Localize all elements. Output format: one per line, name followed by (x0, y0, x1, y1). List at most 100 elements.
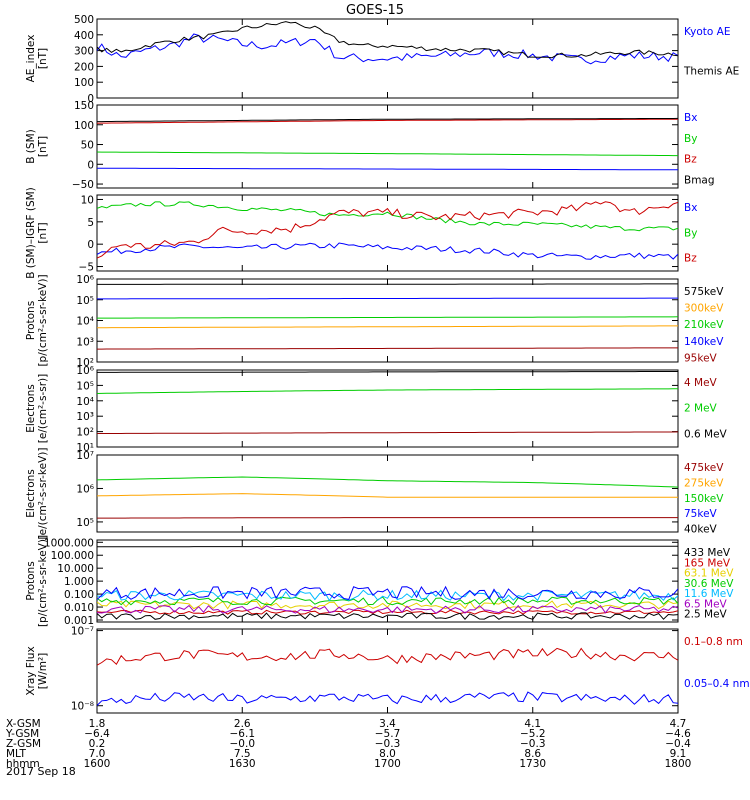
y-axis-label: Xray Flux[W/m²] (25, 646, 49, 695)
ephemeris-row-label: X-GSM (6, 718, 41, 730)
series-line (97, 609, 678, 615)
legend-entry: Bz (684, 253, 697, 265)
y-tick-label: 10⁴ (76, 396, 94, 408)
panel-frame (96, 18, 679, 99)
y-tick-label: 100 (74, 77, 94, 89)
panel-frame (96, 628, 679, 714)
ephemeris-value: −6.1 (230, 728, 256, 740)
ephemeris-value: 9.1 (670, 748, 687, 760)
panel-6: 10⁵ 10⁶ 10⁷ Electrons[e/(cm²-s-sr-keV)] 475k… (25, 448, 724, 540)
legend-entry: 30.6 MeV (684, 578, 734, 590)
y-tick-label: 50 (81, 140, 94, 152)
y-tick-label: 0 (87, 239, 94, 251)
series-line (97, 33, 678, 65)
y-tick-label: 10⁴ (76, 316, 94, 328)
y-tick-label: 10⁵ (76, 380, 94, 392)
ephemeris-value: −0.0 (230, 738, 256, 750)
y-axis-label: B (SM)[nT] (25, 129, 49, 163)
series-line (97, 21, 678, 59)
y-tick-label: 1000.000 (44, 537, 94, 549)
y-tick-label: 300 (74, 46, 94, 58)
y-axis-label: Electrons[e/(cm²-s-sr)] (25, 374, 49, 443)
legend-entry: 150keV (684, 493, 724, 505)
y-tick-label: 10⁶ (76, 483, 94, 495)
y-tick-label: 10 (81, 194, 94, 206)
series-line (97, 167, 678, 171)
panel-5: 10¹ 10² 10³ 10⁴ 10⁵ 10⁶ Electrons[e/(cm²-s-sr)… (25, 365, 728, 454)
series-line (97, 297, 678, 300)
ephemeris-value: −0.4 (665, 738, 691, 750)
y-tick-label: 10³ (76, 411, 94, 423)
y-tick-label: 10² (76, 357, 94, 369)
y-tick-label: 10¹ (76, 442, 94, 454)
ephemeris-row-label: Y-GSM (5, 728, 39, 740)
ephemeris-value: 8.6 (524, 748, 541, 760)
legend-entry: 40keV (684, 524, 718, 536)
ephemeris-value: 1.8 (89, 718, 106, 730)
series-line (97, 585, 678, 600)
legend-entry: 275keV (684, 477, 724, 489)
y-tick-label: 5 (87, 217, 94, 229)
ephemeris-value: 7.0 (89, 748, 106, 760)
date-label: 2017 Sep 18 (6, 765, 76, 778)
panel-7: 0.0010.0100.1001.00010.000100.0001000.00… (25, 535, 734, 627)
y-tick-label: 10.000 (57, 563, 94, 575)
y-tick-label: 0.001 (64, 615, 94, 627)
legend-entry: 165 MeV (684, 557, 731, 569)
legend-entry: 95keV (684, 352, 718, 364)
panel-2: −50 0 50 100 150 B (SM)[nT] Bx By Bz Bmag (25, 100, 715, 191)
ephemeris-value: −0.3 (520, 738, 546, 750)
y-tick-label: 200 (74, 61, 94, 73)
legend-entry: Kyoto AE (684, 26, 730, 38)
series-line (97, 325, 678, 329)
legend-entry: By (684, 133, 697, 145)
ephemeris-value: 1630 (229, 758, 256, 770)
series-line (97, 647, 678, 666)
y-axis-label: Protons[p/(cm²-s-sr-keV)] (25, 274, 49, 366)
series-line (97, 371, 678, 373)
ephemeris-value: 1730 (519, 758, 546, 770)
x-axis-ephemeris-table: X-GSM 1.8 2.6 3.4 4.1 4.7 Y-GSM −6.4 −6.1 −5.7 −5.… (5, 718, 691, 770)
ephemeris-value: 1800 (665, 758, 692, 770)
series-line (97, 604, 678, 614)
y-tick-label: 10⁷ (76, 450, 94, 462)
series-line (97, 493, 678, 498)
series-line (97, 476, 678, 488)
legend-entry: 300keV (684, 303, 724, 315)
legend-entry: Bz (684, 154, 697, 166)
legend-entry: 0.6 MeV (684, 428, 728, 440)
y-axis-label: Protons[p/(cm²-s-sr-keV)] (25, 535, 49, 627)
y-tick-label: 10⁻⁸ (71, 701, 94, 713)
panel-4: 10² 10³ 10⁴ 10⁵ 10⁶ Protons[p/(cm²-s-sr-keV)]… (25, 274, 724, 369)
series-line (97, 316, 678, 319)
y-tick-label: 0 (87, 159, 94, 171)
panel-frame (96, 369, 679, 448)
y-tick-label: 100 (74, 120, 94, 132)
series-line (97, 283, 678, 285)
legend-entry: 475keV (684, 462, 724, 474)
y-tick-label: 10⁶ (76, 274, 94, 286)
series-line (97, 431, 678, 434)
y-tick-label: 10⁶ (76, 365, 94, 377)
ephemeris-value: 3.4 (379, 718, 396, 730)
legend-entry: 11.6 MeV (684, 588, 734, 600)
ephemeris-value: −5.2 (520, 728, 546, 740)
panel-frame (96, 278, 679, 363)
ephemeris-value: −5.7 (375, 728, 401, 740)
legend-entry: Bx (684, 202, 697, 214)
series-line (97, 242, 678, 260)
ephemeris-value: −6.4 (84, 728, 110, 740)
y-tick-label: 10³ (76, 336, 94, 348)
y-tick-label: 1.000 (64, 576, 94, 588)
ephemeris-value: −0.3 (375, 738, 401, 750)
legend-entry: Bx (684, 112, 697, 124)
y-tick-label: −50 (72, 179, 94, 191)
y-axis-label: AE_index[nT] (25, 35, 49, 83)
series-line (97, 589, 678, 602)
ephemeris-value: 8.0 (379, 748, 396, 760)
ephemeris-value: 1600 (84, 758, 111, 770)
legend-entry: 140keV (684, 336, 724, 348)
ephemeris-value: 2.6 (234, 718, 251, 730)
figure-title: GOES-15 (346, 3, 404, 18)
legend-entry: 63.1 MeV (684, 568, 734, 580)
